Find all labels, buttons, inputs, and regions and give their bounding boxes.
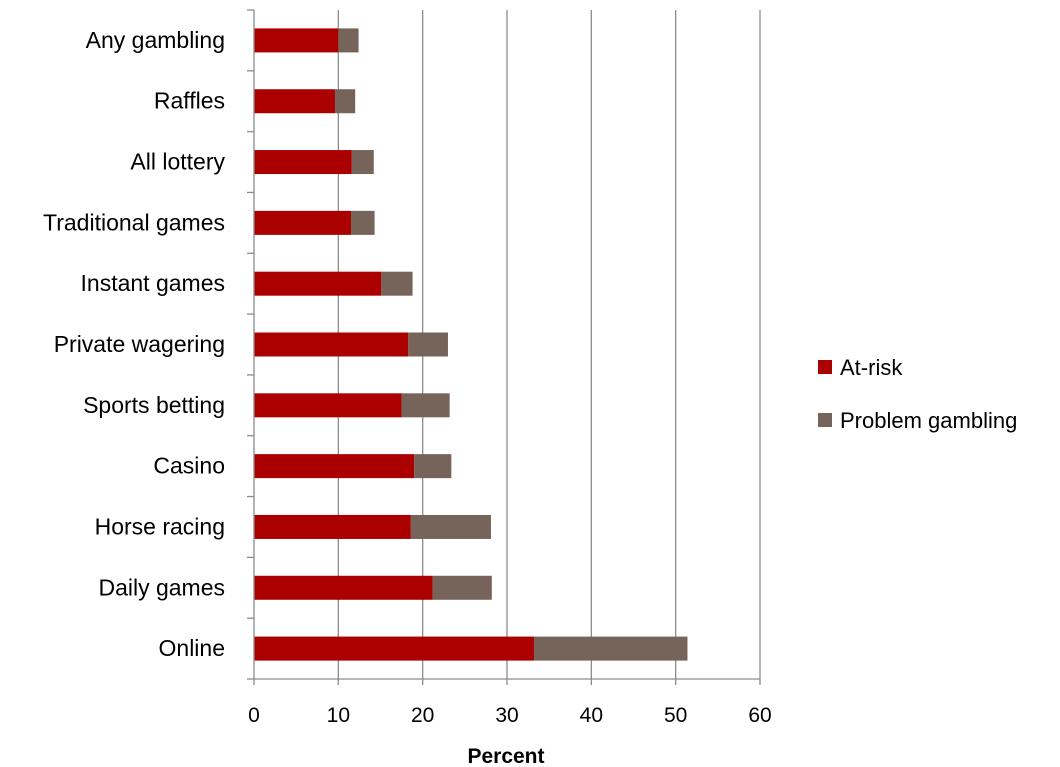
category-label: Any gambling — [86, 27, 225, 53]
category-label: Sports betting — [83, 392, 225, 418]
bar-at-risk — [254, 210, 351, 235]
bar-problem-gambling — [338, 28, 359, 53]
bar-problem-gambling — [381, 271, 413, 296]
bar-problem-gambling — [334, 89, 356, 114]
legend-swatch — [818, 360, 832, 374]
gridlines — [337, 10, 761, 679]
bar-problem-gambling — [350, 210, 375, 235]
x-tick-label: 10 — [327, 704, 350, 727]
category-label: Horse racing — [95, 513, 225, 539]
bar-at-risk — [254, 636, 534, 661]
x-tick-label: 30 — [495, 704, 518, 727]
bars — [254, 28, 688, 661]
bar-problem-gambling — [401, 393, 450, 418]
bar-problem-gambling — [533, 636, 688, 661]
bar-at-risk — [254, 28, 339, 53]
x-tick-label: 50 — [664, 704, 687, 727]
bar-at-risk — [254, 89, 335, 114]
x-tick-label: 20 — [411, 704, 434, 727]
bar-problem-gambling — [410, 514, 491, 539]
bar-at-risk — [254, 271, 382, 296]
bar-at-risk — [254, 332, 409, 357]
bar-at-risk — [254, 575, 433, 600]
category-label: Instant games — [81, 270, 225, 296]
x-tick-labels: 0 10 20 30 40 50 60 — [248, 704, 772, 727]
category-label: All lottery — [130, 149, 225, 175]
category-label: Online — [159, 635, 225, 661]
bar-problem-gambling — [414, 454, 452, 479]
category-label: Daily games — [98, 574, 225, 600]
legend-label: At-risk — [840, 355, 903, 380]
bar-problem-gambling — [351, 150, 374, 175]
category-label: Private wagering — [54, 331, 225, 357]
x-tick-label: 0 — [248, 704, 260, 727]
bar-at-risk — [254, 514, 411, 539]
x-axis-title: Percent — [467, 745, 544, 767]
bar-problem-gambling — [408, 332, 448, 357]
x-tick-label: 40 — [580, 704, 603, 727]
legend-swatch — [818, 413, 832, 427]
legend: At-risk Problem gambling — [818, 355, 1017, 433]
axes — [247, 9, 761, 685]
category-labels: Online Daily games Horse racing Casino Sport… — [43, 27, 225, 661]
bar-at-risk — [254, 454, 415, 479]
bar-problem-gambling — [432, 575, 492, 600]
x-tick-label: 60 — [748, 704, 771, 727]
category-label: Casino — [153, 453, 225, 479]
legend-label: Problem gambling — [840, 408, 1017, 433]
bar-at-risk — [254, 393, 402, 418]
bar-at-risk — [254, 150, 352, 175]
category-label: Raffles — [154, 88, 225, 114]
category-label: Traditional games — [43, 209, 225, 235]
